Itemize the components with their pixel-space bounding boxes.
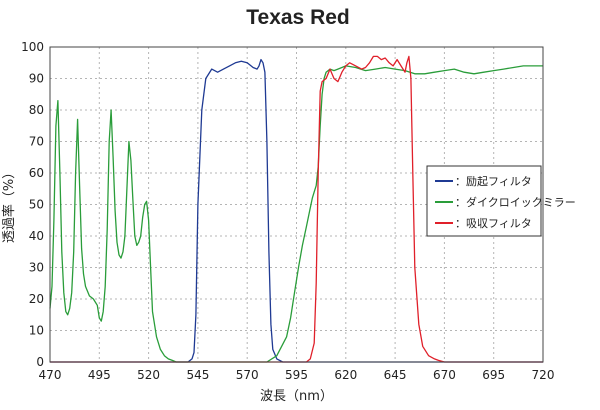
y-tick-label: 80: [29, 103, 44, 117]
series-layer: [49, 55, 543, 363]
x-tick-label: 695: [482, 368, 505, 382]
x-tick-label: 595: [285, 368, 308, 382]
series-line-1: [50, 58, 543, 363]
y-tick-label: 60: [29, 166, 44, 180]
series-line-3: [50, 55, 543, 363]
x-tick-label: 645: [384, 368, 407, 382]
x-tick-label: 545: [186, 368, 209, 382]
y-tick-label: 50: [29, 198, 44, 212]
x-tick-label: 495: [88, 368, 111, 382]
y-tick-label: 90: [29, 72, 44, 86]
y-tick-label: 70: [29, 135, 44, 149]
x-tick-label: 470: [39, 368, 62, 382]
x-tick-label: 670: [433, 368, 456, 382]
legend-label: ：ダイクロイックミラー: [455, 195, 576, 209]
x-tick-label: 570: [236, 368, 259, 382]
x-tick-label: 620: [334, 368, 357, 382]
y-tick-label: 20: [29, 292, 44, 306]
x-tick-label: 520: [137, 368, 160, 382]
legend-label: ：吸収フィルタ: [455, 217, 532, 230]
y-tick-label: 10: [29, 324, 44, 338]
y-tick-label: 0: [36, 355, 44, 369]
y-tick-label: 40: [29, 229, 44, 243]
x-axis-label: 波長（nm）: [260, 389, 333, 404]
plot-frame: [49, 46, 544, 363]
y-tick-label: 100: [21, 40, 44, 54]
chart-title: Texas Red: [246, 6, 350, 29]
legend: ：励起フィルタ ：ダイクロイックミラー ：吸収フィルタ: [426, 165, 576, 237]
y-axis-label: 透過率（%）: [1, 166, 17, 243]
y-tick-label: 30: [29, 261, 44, 275]
series-line-2: [49, 65, 543, 363]
ticks: 470 495 520 545 570 595 620 645 670 695 720 0 10 20 30…: [21, 40, 554, 382]
legend-label: ：励起フィルタ: [455, 175, 532, 188]
x-tick-label: 720: [532, 368, 555, 382]
